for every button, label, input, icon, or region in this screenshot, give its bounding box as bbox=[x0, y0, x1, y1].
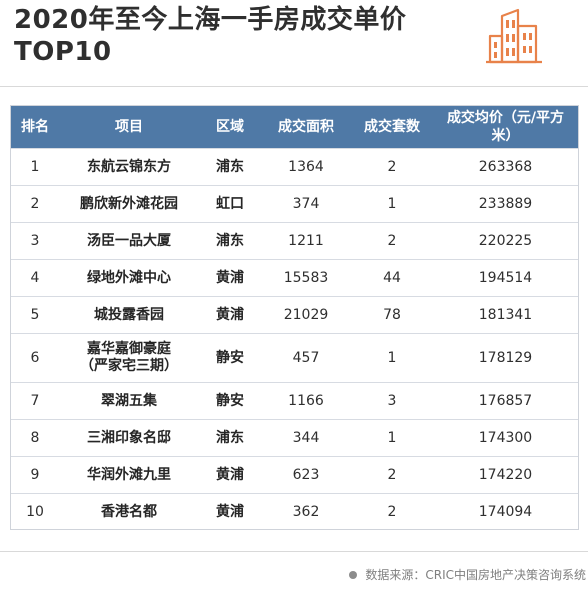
cell-project: 城投露香园 bbox=[59, 296, 199, 334]
cell-district: 浦东 bbox=[199, 419, 261, 457]
cell-rank: 9 bbox=[11, 456, 59, 494]
cell-project-line-2: （严家宅三期） bbox=[80, 358, 178, 374]
cell-project: 香港名都 bbox=[59, 493, 199, 529]
cell-project: 东航云锦东方 bbox=[59, 148, 199, 186]
cell-rank: 3 bbox=[11, 222, 59, 260]
cell-units: 2 bbox=[351, 148, 433, 186]
cell-project: 嘉华嘉御豪庭 （严家宅三期） bbox=[59, 333, 199, 383]
table-row: 3 汤臣一品大厦 浦东 1211 2 220225 bbox=[11, 222, 578, 260]
cell-price: 181341 bbox=[433, 296, 578, 334]
cell-area: 1211 bbox=[261, 222, 351, 260]
cell-district: 黄浦 bbox=[199, 259, 261, 297]
cell-price: 178129 bbox=[433, 333, 578, 383]
cell-price: 174220 bbox=[433, 456, 578, 494]
cell-units: 78 bbox=[351, 296, 433, 334]
cell-units: 1 bbox=[351, 185, 433, 223]
cell-district: 黄浦 bbox=[199, 493, 261, 529]
header-district: 区域 bbox=[199, 106, 261, 149]
cell-area: 362 bbox=[261, 493, 351, 529]
page-title: 2020年至今上海一手房成交单价 TOP10 bbox=[14, 4, 406, 68]
cell-project: 华润外滩九里 bbox=[59, 456, 199, 494]
cell-district: 浦东 bbox=[199, 148, 261, 186]
cell-district: 黄浦 bbox=[199, 296, 261, 334]
table-row: 4 绿地外滩中心 黄浦 15583 44 194514 bbox=[11, 259, 578, 297]
cell-rank: 7 bbox=[11, 382, 59, 420]
cell-district: 虹口 bbox=[199, 185, 261, 223]
building-icon bbox=[486, 8, 542, 64]
cell-rank: 6 bbox=[11, 333, 59, 383]
cell-project: 绿地外滩中心 bbox=[59, 259, 199, 297]
cell-area: 457 bbox=[261, 333, 351, 383]
data-source-note: 数据来源：CRIC中国房地产决策咨询系统 bbox=[349, 566, 586, 583]
cell-area: 1364 bbox=[261, 148, 351, 186]
table-row: 6 嘉华嘉御豪庭 （严家宅三期） 静安 457 1 178129 bbox=[11, 333, 578, 383]
cell-area: 1166 bbox=[261, 382, 351, 420]
cell-units: 2 bbox=[351, 456, 433, 494]
header-units: 成交套数 bbox=[351, 106, 433, 149]
table-row: 2 鹏欣新外滩花园 虹口 374 1 233889 bbox=[11, 185, 578, 223]
cell-units: 3 bbox=[351, 382, 433, 420]
cell-area: 623 bbox=[261, 456, 351, 494]
cell-area: 344 bbox=[261, 419, 351, 457]
table-row: 8 三湘印象名邸 浦东 344 1 174300 bbox=[11, 419, 578, 457]
cell-units: 1 bbox=[351, 333, 433, 383]
cell-price: 233889 bbox=[433, 185, 578, 223]
header-divider bbox=[0, 86, 588, 87]
title-line-2: TOP10 bbox=[14, 37, 112, 67]
header-project: 项目 bbox=[59, 106, 199, 149]
cell-rank: 2 bbox=[11, 185, 59, 223]
ranking-table: 排名 项目 区域 成交面积 成交套数 成交均价（元/平方米） 1 东航云锦东方 … bbox=[11, 106, 578, 529]
cell-district: 黄浦 bbox=[199, 456, 261, 494]
cell-price: 194514 bbox=[433, 259, 578, 297]
cell-price: 174094 bbox=[433, 493, 578, 529]
cell-rank: 4 bbox=[11, 259, 59, 297]
cell-rank: 8 bbox=[11, 419, 59, 457]
cell-price: 174300 bbox=[433, 419, 578, 457]
header-avg-price: 成交均价（元/平方米） bbox=[433, 106, 578, 149]
table-row: 7 翠湖五集 静安 1166 3 176857 bbox=[11, 382, 578, 420]
bullet-dot-icon bbox=[349, 570, 358, 579]
cell-rank: 10 bbox=[11, 493, 59, 529]
header-rank: 排名 bbox=[11, 106, 59, 149]
cell-price: 263368 bbox=[433, 148, 578, 186]
table-header-row: 排名 项目 区域 成交面积 成交套数 成交均价（元/平方米） bbox=[11, 106, 578, 149]
cell-units: 2 bbox=[351, 493, 433, 529]
data-source-text: 数据来源：CRIC中国房地产决策咨询系统 bbox=[365, 568, 586, 582]
footer-divider bbox=[0, 551, 588, 552]
cell-units: 44 bbox=[351, 259, 433, 297]
cell-rank: 5 bbox=[11, 296, 59, 334]
table-row: 10 香港名都 黄浦 362 2 174094 bbox=[11, 493, 578, 529]
cell-units: 2 bbox=[351, 222, 433, 260]
table-row: 1 东航云锦东方 浦东 1364 2 263368 bbox=[11, 148, 578, 186]
cell-price: 176857 bbox=[433, 382, 578, 420]
cell-district: 浦东 bbox=[199, 222, 261, 260]
ranking-table-card: 排名 项目 区域 成交面积 成交套数 成交均价（元/平方米） 1 东航云锦东方 … bbox=[10, 105, 579, 530]
cell-project: 三湘印象名邸 bbox=[59, 419, 199, 457]
cell-district: 静安 bbox=[199, 382, 261, 420]
cell-price: 220225 bbox=[433, 222, 578, 260]
cell-project-line-1: 嘉华嘉御豪庭 bbox=[87, 341, 171, 357]
header-area: 成交面积 bbox=[261, 106, 351, 149]
cell-project: 翠湖五集 bbox=[59, 382, 199, 420]
cell-project: 鹏欣新外滩花园 bbox=[59, 185, 199, 223]
cell-project: 汤臣一品大厦 bbox=[59, 222, 199, 260]
title-line-1: 2020年至今上海一手房成交单价 bbox=[14, 5, 407, 35]
cell-district: 静安 bbox=[199, 333, 261, 383]
cell-area: 21029 bbox=[261, 296, 351, 334]
table-row: 5 城投露香园 黄浦 21029 78 181341 bbox=[11, 296, 578, 334]
table-row: 9 华润外滩九里 黄浦 623 2 174220 bbox=[11, 456, 578, 494]
cell-area: 15583 bbox=[261, 259, 351, 297]
cell-rank: 1 bbox=[11, 148, 59, 186]
cell-area: 374 bbox=[261, 185, 351, 223]
cell-units: 1 bbox=[351, 419, 433, 457]
